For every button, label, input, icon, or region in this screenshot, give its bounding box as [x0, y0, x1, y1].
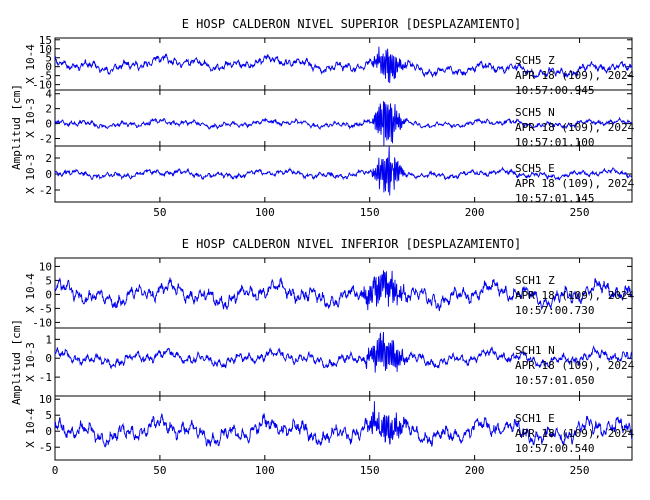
scale-label: X 10-4 — [24, 273, 37, 313]
y-tick-label: 0 — [45, 118, 52, 131]
scale-label: X 10-4 — [24, 408, 37, 448]
station-annotation: APR 18 (109), 2024 — [515, 289, 635, 302]
station-annotation: SCH1 E — [515, 412, 555, 425]
y-tick-label: -5 — [39, 70, 52, 83]
y-tick-label: -5 — [39, 302, 52, 315]
x-tick-label: 200 — [465, 206, 485, 219]
station-annotation: APR 18 (109), 2024 — [515, 427, 635, 440]
scale-label: X 10-3 — [24, 154, 37, 194]
chart-title: E HOSP CALDERON NIVEL SUPERIOR [DESPLAZA… — [182, 17, 522, 31]
y-tick-label: -10 — [32, 79, 52, 92]
y-tick-label: 2 — [45, 103, 52, 116]
y-tick-label: 5 — [45, 274, 52, 287]
y-tick-label: 10 — [39, 43, 52, 56]
waveform-trace — [54, 101, 633, 147]
station-annotation: SCH5 E — [515, 162, 555, 175]
y-tick-label: 10 — [39, 260, 52, 273]
station-annotation: SCH5 N — [515, 106, 555, 119]
y-tick-label: 15 — [39, 34, 52, 47]
y-axis-label: Amplitud [cm] — [10, 319, 23, 405]
y-tick-label: -1 — [39, 371, 52, 384]
y-tick-label: 0 — [45, 352, 52, 365]
y-tick-label: 1 — [45, 333, 52, 346]
y-tick-label: 10 — [39, 393, 52, 406]
station-annotation: 10:57:00.730 — [515, 304, 594, 317]
station-annotation: APR 18 (109), 2024 — [515, 177, 635, 190]
y-tick-label: 2 — [45, 152, 52, 165]
y-tick-label: -2 — [39, 184, 52, 197]
station-annotation: 10:57:00.540 — [515, 442, 594, 455]
station-annotation: SCH1 Z — [515, 274, 555, 287]
waveform-trace — [54, 331, 633, 373]
waveform-trace — [54, 401, 633, 448]
x-tick-label: 250 — [570, 464, 590, 477]
x-tick-label: 150 — [360, 206, 380, 219]
y-tick-label: -10 — [32, 316, 52, 329]
chart-title: E HOSP CALDERON NIVEL INFERIOR [DESPLAZA… — [182, 237, 522, 251]
waveform-trace — [54, 270, 633, 312]
x-tick-label: 100 — [255, 206, 275, 219]
y-tick-label: 0 — [45, 168, 52, 181]
station-annotation: SCH1 N — [515, 344, 555, 357]
y-tick-label: -2 — [39, 133, 52, 146]
station-annotation: 10:57:01.145 — [515, 192, 594, 205]
station-annotation: SCH5 Z — [515, 54, 555, 67]
x-tick-label: 250 — [570, 206, 590, 219]
y-tick-label: 5 — [45, 52, 52, 65]
station-annotation: APR 18 (109), 2024 — [515, 121, 635, 134]
x-tick-label: 200 — [465, 464, 485, 477]
waveform-trace — [54, 46, 633, 84]
scale-label: X 10-4 — [24, 44, 37, 84]
station-annotation: APR 18 (109), 2024 — [515, 69, 635, 82]
waveform-trace — [54, 145, 633, 196]
scale-label: X 10-3 — [24, 98, 37, 138]
scale-label: X 10-3 — [24, 342, 37, 382]
y-axis-label: Amplitud [cm] — [10, 84, 23, 170]
y-tick-label: 5 — [45, 409, 52, 422]
panel-frame — [54, 395, 633, 461]
station-annotation: APR 18 (109), 2024 — [515, 359, 635, 372]
x-tick-label: 0 — [52, 464, 59, 477]
y-tick-label: -5 — [39, 441, 52, 454]
y-tick-label: 0 — [45, 61, 52, 74]
x-tick-label: 50 — [153, 464, 166, 477]
station-annotation: 10:57:01.050 — [515, 374, 594, 387]
x-tick-label: 150 — [360, 464, 380, 477]
x-tick-label: 100 — [255, 464, 275, 477]
y-tick-label: 0 — [45, 425, 52, 438]
x-tick-label: 50 — [153, 206, 166, 219]
y-tick-label: 4 — [45, 88, 52, 101]
y-tick-label: 0 — [45, 288, 52, 301]
station-annotation: 10:57:01.100 — [515, 136, 594, 149]
